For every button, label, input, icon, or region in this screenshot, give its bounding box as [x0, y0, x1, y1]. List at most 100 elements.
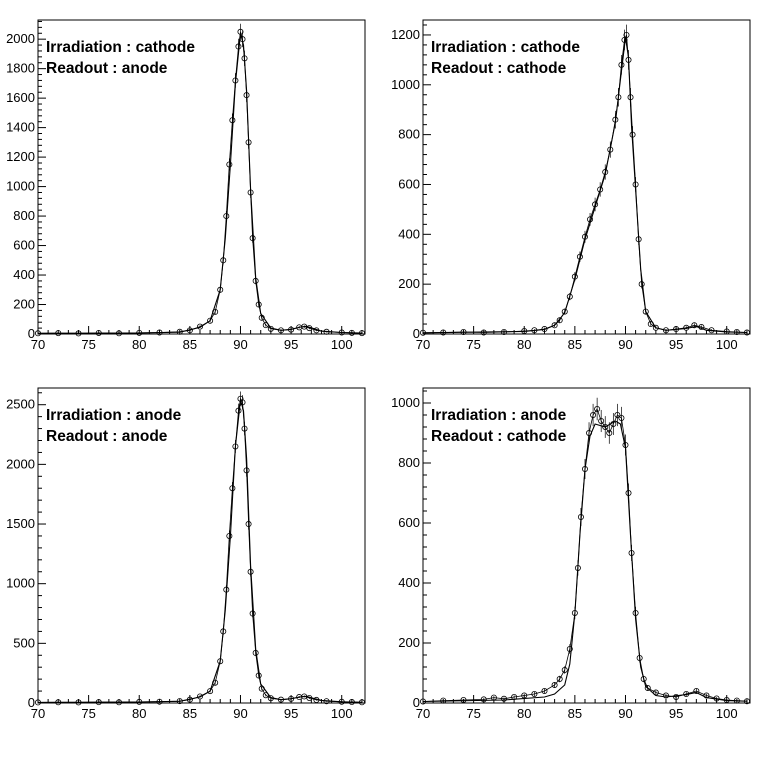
x-tick-label: 70	[31, 337, 45, 352]
data-point	[258, 314, 265, 321]
data-point	[55, 699, 62, 706]
data-point	[207, 317, 214, 324]
data-point	[277, 696, 284, 703]
data-point	[566, 293, 573, 300]
data-point	[644, 685, 651, 692]
data-point	[632, 181, 639, 188]
data-point	[258, 685, 265, 692]
data-point	[262, 692, 269, 699]
y-tick-label: 400	[13, 267, 35, 282]
fit-curve	[37, 399, 363, 703]
data-point	[226, 532, 233, 539]
data-point	[622, 441, 629, 448]
data-point	[703, 692, 710, 699]
data-point	[440, 329, 447, 336]
y-tick-label: 1000	[391, 77, 420, 92]
data-point	[220, 257, 227, 264]
y-tick-label: 400	[398, 226, 420, 241]
data-point	[255, 672, 262, 679]
y-tick-label: 500	[13, 635, 35, 650]
data-point	[594, 405, 601, 412]
data-point	[186, 327, 193, 334]
data-point	[247, 568, 254, 575]
data-point	[640, 676, 647, 683]
data-point	[511, 694, 518, 701]
data-point	[590, 411, 597, 418]
data-point	[136, 329, 143, 336]
x-tick-label: 75	[81, 337, 95, 352]
y-tick-label: 400	[398, 575, 420, 590]
annotation-irradiation: Irradiation : cathode	[431, 39, 580, 56]
data-point	[673, 326, 680, 333]
data-point	[556, 317, 563, 324]
data-point	[348, 699, 355, 706]
data-point	[237, 395, 244, 402]
x-tick-label: 100	[331, 337, 353, 352]
data-point	[460, 329, 467, 336]
data-point	[243, 92, 250, 99]
data-point	[440, 697, 447, 704]
fit-curve	[422, 37, 748, 334]
data-point	[75, 699, 82, 706]
data-point	[156, 698, 163, 705]
data-point	[541, 326, 548, 333]
data-point	[618, 414, 625, 421]
x-tick-label: 95	[284, 337, 298, 352]
data-point	[586, 429, 593, 436]
data-point	[597, 186, 604, 193]
data-point	[615, 94, 622, 101]
data-point	[743, 698, 750, 705]
data-point	[267, 325, 274, 332]
y-tick-label: 1200	[391, 27, 420, 42]
data-point	[629, 131, 636, 138]
data-point	[647, 321, 654, 328]
data-point	[223, 213, 230, 220]
data-point	[521, 692, 528, 699]
data-point	[621, 36, 628, 43]
data-point	[691, 322, 698, 329]
data-point	[662, 692, 669, 699]
data-point	[576, 253, 583, 260]
y-tick-label: 0	[28, 326, 35, 341]
data-point	[561, 667, 568, 674]
data-point	[733, 329, 740, 336]
data-point	[652, 689, 659, 696]
data-point	[531, 327, 538, 334]
x-tick-label: 85	[183, 337, 197, 352]
data-point	[237, 28, 244, 35]
data-point	[245, 521, 252, 528]
x-tick-label: 70	[416, 337, 430, 352]
data-point	[241, 425, 248, 432]
data-point	[614, 411, 621, 418]
data-point	[610, 420, 617, 427]
data-point	[277, 327, 284, 334]
data-point	[587, 216, 594, 223]
data-point	[207, 688, 214, 695]
x-tick-label: 80	[517, 706, 531, 721]
data-point	[232, 77, 239, 84]
x-tick-label: 90	[233, 706, 247, 721]
y-tick-label: 200	[398, 276, 420, 291]
x-tick-label: 90	[233, 337, 247, 352]
data-point	[419, 698, 426, 705]
data-point	[95, 699, 102, 706]
annotation-readout: Readout : cathode	[431, 428, 567, 445]
data-point	[156, 329, 163, 336]
data-point	[358, 699, 365, 706]
data-point	[556, 676, 563, 683]
data-point	[217, 286, 224, 293]
x-tick-label: 80	[132, 706, 146, 721]
data-point	[733, 697, 740, 704]
x-tick-label: 100	[716, 337, 738, 352]
y-tick-label: 1200	[6, 149, 35, 164]
data-point	[500, 695, 507, 702]
data-point	[419, 329, 426, 336]
data-point	[249, 610, 256, 617]
y-tick-label: 200	[13, 297, 35, 312]
data-point	[607, 146, 614, 153]
data-point	[255, 301, 262, 308]
data-point	[708, 327, 715, 334]
data-point	[460, 697, 467, 704]
data-point	[288, 695, 295, 702]
data-point	[229, 117, 236, 124]
